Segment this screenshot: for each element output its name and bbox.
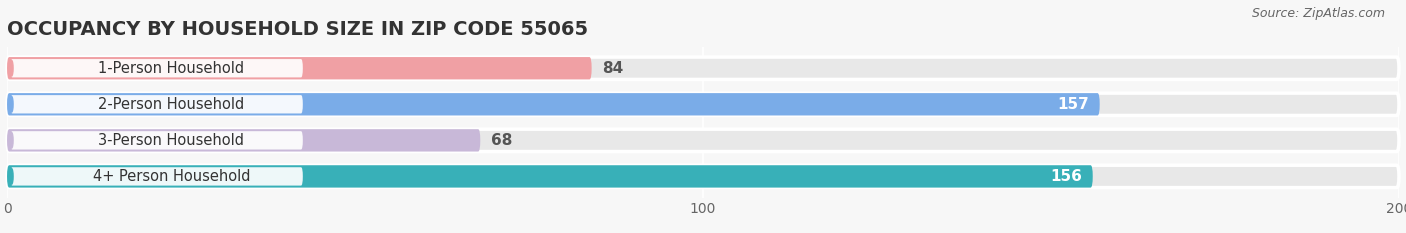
FancyBboxPatch shape: [7, 93, 1099, 116]
Text: 156: 156: [1050, 169, 1083, 184]
Text: 2-Person Household: 2-Person Household: [98, 97, 245, 112]
Text: Source: ZipAtlas.com: Source: ZipAtlas.com: [1251, 7, 1385, 20]
FancyBboxPatch shape: [10, 95, 302, 113]
Circle shape: [10, 60, 13, 76]
FancyBboxPatch shape: [7, 93, 1399, 116]
Text: 68: 68: [491, 133, 512, 148]
FancyBboxPatch shape: [7, 129, 1399, 151]
Circle shape: [10, 169, 13, 184]
FancyBboxPatch shape: [10, 131, 302, 150]
Text: 3-Person Household: 3-Person Household: [98, 133, 245, 148]
Text: 4+ Person Household: 4+ Person Household: [93, 169, 250, 184]
FancyBboxPatch shape: [7, 57, 592, 79]
FancyBboxPatch shape: [7, 165, 1399, 188]
Circle shape: [10, 133, 13, 148]
Text: 157: 157: [1057, 97, 1090, 112]
Text: OCCUPANCY BY HOUSEHOLD SIZE IN ZIP CODE 55065: OCCUPANCY BY HOUSEHOLD SIZE IN ZIP CODE …: [7, 21, 588, 39]
Text: 1-Person Household: 1-Person Household: [98, 61, 245, 76]
FancyBboxPatch shape: [10, 59, 302, 77]
Circle shape: [10, 96, 13, 112]
Text: 84: 84: [602, 61, 623, 76]
FancyBboxPatch shape: [7, 165, 1092, 188]
FancyBboxPatch shape: [10, 167, 302, 185]
FancyBboxPatch shape: [7, 129, 481, 151]
FancyBboxPatch shape: [7, 57, 1399, 79]
